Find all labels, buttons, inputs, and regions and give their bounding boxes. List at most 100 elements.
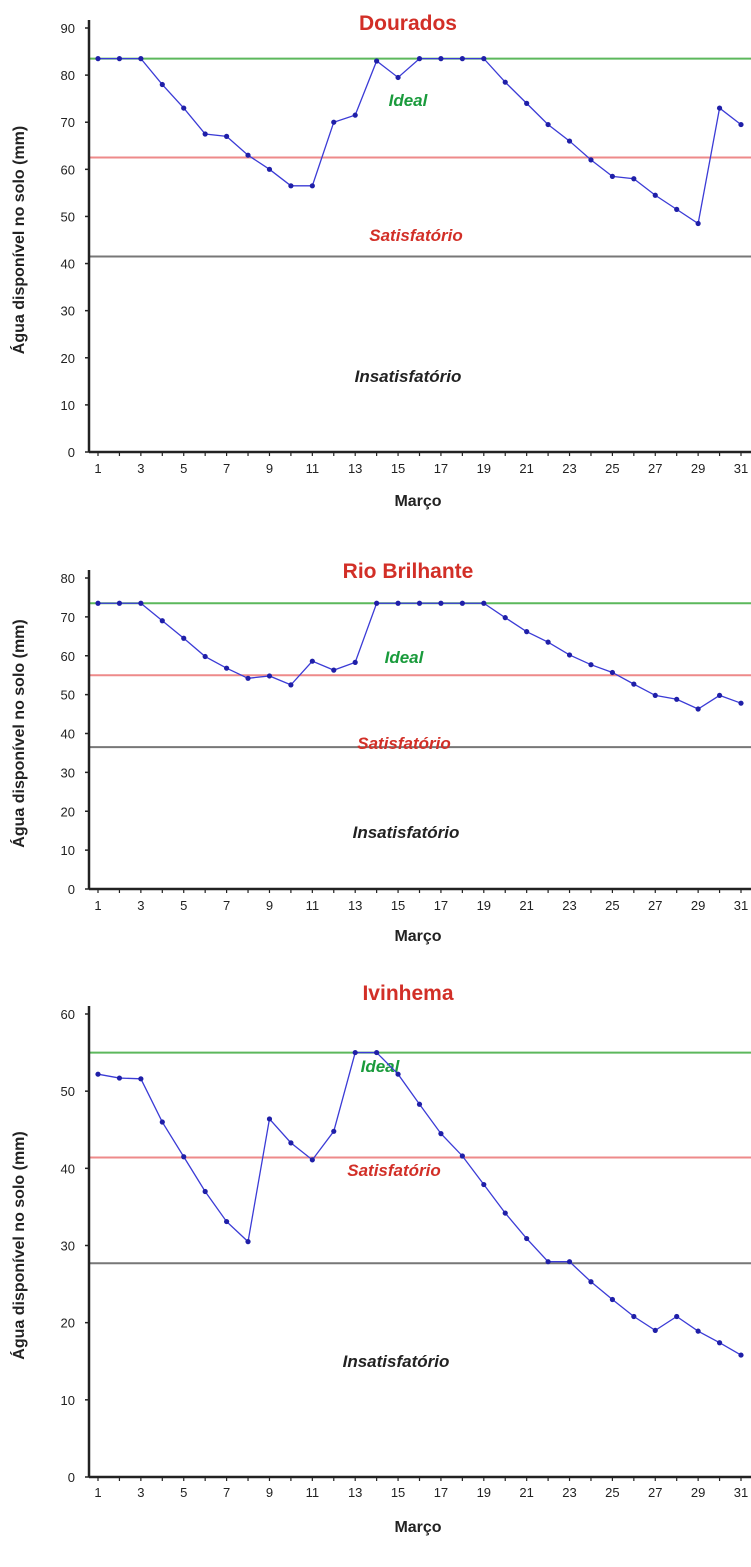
y-axis-label: Água disponível no solo (mm): [9, 126, 28, 354]
x-tick-label: 3: [137, 898, 144, 913]
chart-title: Rio Brilhante: [343, 560, 474, 583]
x-tick-label: 17: [434, 1485, 448, 1500]
series-line: [98, 57, 742, 225]
data-point: [695, 1328, 701, 1334]
data-point: [138, 56, 144, 62]
data-point: [331, 1128, 337, 1134]
x-tick-label: 1: [94, 898, 101, 913]
x-tick-label: 11: [306, 1485, 320, 1500]
y-tick-label: 90: [61, 21, 75, 36]
y-tick-label: 50: [61, 209, 75, 224]
data-point: [459, 600, 465, 606]
data-point: [609, 173, 616, 179]
x-tick-label: 15: [391, 461, 405, 476]
zone-label-satisfatrio: Satisfatório: [357, 734, 451, 753]
x-tick-label: 25: [605, 461, 619, 476]
data-point: [588, 662, 594, 668]
x-tick-label: 9: [266, 898, 273, 913]
x-tick-label: 11: [306, 461, 320, 476]
data-point: [395, 1071, 401, 1077]
data-point: [652, 1327, 658, 1333]
y-tick-label: 40: [61, 1161, 75, 1176]
x-tick-label: 27: [648, 1485, 662, 1500]
zone-label-ideal: Ideal: [385, 648, 425, 667]
x-tick-label: 3: [137, 1485, 144, 1500]
x-tick-label: 19: [477, 898, 491, 913]
data-point: [502, 615, 508, 621]
data-point: [566, 652, 573, 658]
x-tick-label: 27: [648, 898, 662, 913]
data-point: [224, 1218, 230, 1225]
data-point: [331, 667, 337, 673]
x-tick-label: 29: [691, 461, 705, 476]
data-point: [695, 706, 701, 712]
data-point: [374, 1049, 380, 1056]
data-point: [224, 665, 230, 671]
data-point: [502, 79, 508, 85]
data-point: [438, 1131, 444, 1137]
y-tick-label: 30: [61, 304, 75, 319]
x-tick-label: 5: [180, 1485, 187, 1500]
data-point: [738, 121, 744, 128]
x-tick-label: 13: [348, 1485, 362, 1500]
data-point: [159, 1119, 165, 1125]
data-point: [245, 675, 251, 681]
data-point: [631, 681, 637, 687]
data-point: [459, 56, 465, 62]
data-point: [416, 56, 423, 62]
data-point: [481, 56, 487, 62]
x-tick-label: 31: [734, 1485, 748, 1500]
data-point: [416, 1101, 423, 1107]
y-tick-label: 0: [68, 1470, 75, 1485]
data-point: [459, 1153, 465, 1159]
data-point: [266, 166, 273, 172]
data-point: [481, 1181, 487, 1188]
data-point: [416, 600, 423, 606]
data-point: [331, 119, 337, 125]
data-point: [352, 112, 358, 118]
data-point: [266, 673, 273, 679]
y-tick-label: 0: [68, 445, 75, 460]
x-tick-label: 23: [562, 898, 576, 913]
y-tick-label: 40: [61, 727, 75, 742]
data-point: [674, 1313, 680, 1320]
data-point: [631, 176, 637, 182]
data-point: [224, 133, 230, 139]
data-point: [545, 639, 551, 645]
data-point: [716, 1340, 723, 1346]
y-tick-label: 80: [61, 571, 75, 586]
y-tick-label: 0: [68, 882, 75, 897]
zone-label-satisfatrio: Satisfatório: [347, 1161, 441, 1180]
data-point: [116, 56, 123, 62]
y-tick-label: 60: [61, 1007, 75, 1022]
x-tick-label: 29: [691, 1485, 705, 1500]
data-point: [138, 1076, 144, 1082]
x-axis-label: Março: [394, 928, 441, 945]
data-point: [524, 1235, 530, 1242]
data-point: [288, 1140, 294, 1146]
y-tick-label: 10: [61, 398, 75, 413]
data-point: [116, 1075, 123, 1081]
x-tick-label: 1: [94, 461, 101, 476]
data-point: [309, 1157, 315, 1163]
x-axis-label: Março: [394, 1519, 441, 1536]
data-point: [202, 653, 208, 660]
x-tick-label: 7: [223, 898, 230, 913]
x-tick-label: 11: [306, 898, 320, 913]
x-tick-label: 31: [734, 461, 748, 476]
x-tick-label: 15: [391, 1485, 405, 1500]
y-axis-label: Água disponível no solo (mm): [9, 1131, 28, 1359]
x-tick-label: 27: [648, 461, 662, 476]
data-point: [588, 1279, 594, 1285]
x-tick-label: 3: [137, 461, 144, 476]
zone-label-satisfatrio: Satisfatório: [369, 226, 463, 245]
x-axis-label: Março: [394, 493, 441, 510]
data-point: [202, 131, 208, 137]
data-point: [524, 629, 530, 635]
x-tick-label: 15: [391, 898, 405, 913]
chart-title: Ivinhema: [362, 982, 453, 1005]
y-tick-label: 50: [61, 1084, 75, 1099]
